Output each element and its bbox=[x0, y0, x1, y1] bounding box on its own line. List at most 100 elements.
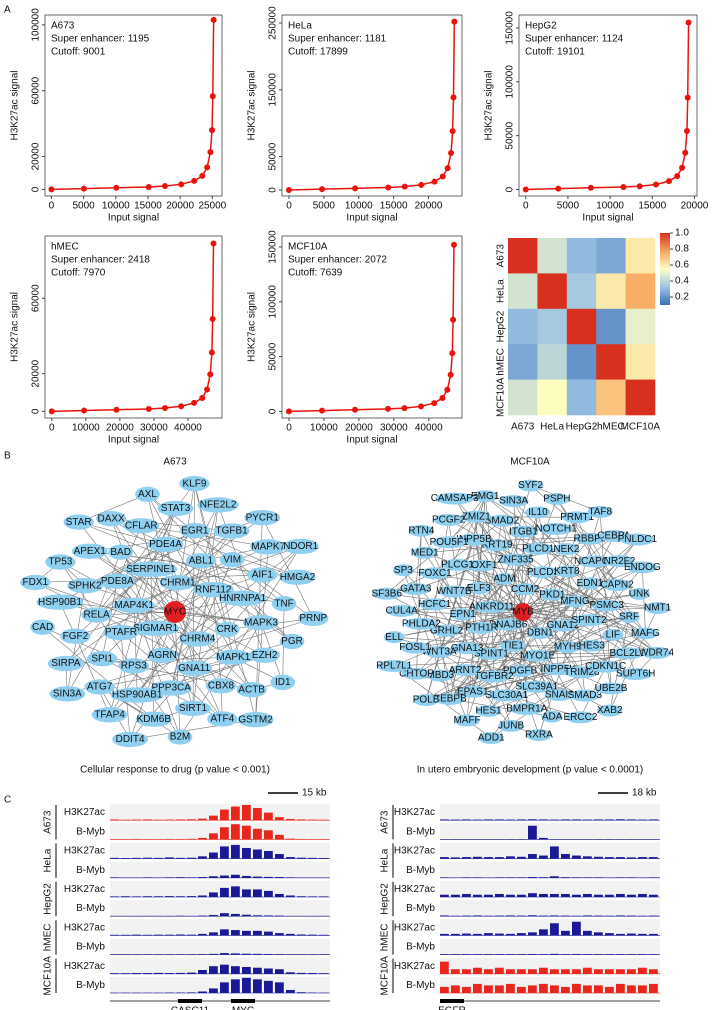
signal-bar bbox=[550, 819, 559, 821]
node bbox=[205, 678, 237, 694]
heat-cell bbox=[625, 308, 656, 345]
track-bg bbox=[440, 804, 660, 822]
signal-bar bbox=[176, 972, 185, 974]
signal-bar bbox=[176, 877, 185, 878]
signal-bar bbox=[264, 980, 273, 993]
signal-bar bbox=[264, 953, 273, 955]
node bbox=[215, 649, 252, 665]
point bbox=[208, 349, 215, 356]
edge bbox=[394, 611, 524, 638]
signal-bar bbox=[649, 894, 658, 897]
node-label: TP53 bbox=[48, 557, 72, 568]
edge bbox=[174, 611, 181, 737]
signal-bar bbox=[528, 915, 537, 917]
node-label: RNF112 bbox=[195, 584, 232, 595]
x-tick-label: 0 bbox=[286, 201, 292, 212]
node-label: PDE4A bbox=[149, 539, 182, 550]
point bbox=[210, 240, 217, 247]
signal-bar bbox=[110, 896, 119, 897]
node bbox=[237, 712, 274, 728]
node-label: MAFF bbox=[453, 715, 480, 726]
node-label: MAPK7 bbox=[251, 542, 285, 553]
node-label: PHLDA2 bbox=[402, 618, 441, 629]
node-label: PLCD1 bbox=[522, 544, 555, 555]
track-bg bbox=[440, 880, 660, 898]
signal-bar bbox=[110, 857, 119, 859]
signal-bar bbox=[286, 895, 295, 897]
point bbox=[204, 386, 211, 393]
node-label: TFAP4 bbox=[94, 709, 125, 720]
x-tick-label: 0 bbox=[49, 423, 55, 434]
x-tick-label: 20000 bbox=[166, 201, 194, 212]
signal-bar bbox=[616, 857, 625, 859]
edge bbox=[120, 632, 131, 740]
node bbox=[604, 555, 635, 568]
signal-bar bbox=[484, 894, 493, 897]
point bbox=[674, 173, 681, 180]
signal-bar bbox=[517, 894, 526, 897]
node-label: TNF bbox=[274, 598, 293, 609]
signal-bar bbox=[638, 819, 647, 821]
node-label: KLF9 bbox=[182, 478, 206, 489]
signal-bar bbox=[616, 819, 625, 821]
signal-bar bbox=[594, 856, 603, 859]
node bbox=[472, 490, 498, 503]
edge bbox=[78, 521, 285, 604]
signal-bar bbox=[176, 934, 185, 936]
node bbox=[124, 561, 178, 577]
signal-bar bbox=[616, 893, 625, 897]
node-label: PRMT1 bbox=[560, 512, 594, 523]
edge bbox=[513, 500, 539, 550]
signal-bar bbox=[242, 977, 251, 993]
node bbox=[401, 667, 432, 680]
y-axis-label: H3K27ac signal bbox=[247, 292, 258, 362]
node bbox=[219, 590, 267, 606]
signal-bar bbox=[198, 837, 207, 840]
signal-bar bbox=[528, 932, 537, 936]
signal-bar bbox=[209, 892, 218, 897]
node bbox=[419, 598, 450, 611]
heat-cell bbox=[596, 379, 626, 416]
node bbox=[386, 604, 417, 617]
cell-line-label: MCF10A bbox=[380, 956, 391, 996]
signal-bar bbox=[462, 915, 471, 917]
signal-bar bbox=[231, 844, 240, 859]
signal-bar bbox=[253, 979, 262, 993]
node bbox=[167, 729, 193, 745]
signal-bar bbox=[605, 894, 614, 897]
signal-bar bbox=[132, 973, 141, 974]
point bbox=[80, 185, 87, 192]
node bbox=[236, 682, 267, 698]
node bbox=[147, 536, 184, 553]
cell-line-label: HepG2 bbox=[380, 883, 391, 915]
signal-bar bbox=[627, 819, 636, 821]
node-label: APEX1 bbox=[74, 546, 107, 557]
point bbox=[439, 395, 446, 402]
scale-bar-label: 15 kb bbox=[302, 788, 327, 799]
signal-bar bbox=[473, 856, 482, 859]
point bbox=[199, 395, 206, 402]
point bbox=[209, 127, 216, 134]
signal-bar bbox=[462, 893, 471, 897]
node-label: TAF8 bbox=[588, 507, 612, 518]
node bbox=[493, 572, 515, 585]
signal-bar bbox=[495, 893, 504, 897]
signal-bar bbox=[539, 983, 548, 993]
signal-bar bbox=[187, 896, 196, 897]
signal-bar bbox=[528, 969, 537, 974]
node-label: DDIT4 bbox=[116, 734, 145, 745]
point bbox=[555, 185, 562, 192]
signal-bar bbox=[605, 857, 614, 859]
x-tick-label: 15000 bbox=[380, 201, 408, 212]
node-label: CEBPA bbox=[597, 531, 630, 542]
node-label: SMAD3 bbox=[568, 690, 603, 701]
signal-bar bbox=[473, 915, 482, 917]
edge bbox=[194, 622, 262, 669]
signal-bar bbox=[451, 933, 460, 936]
node bbox=[517, 479, 544, 492]
signal-bar bbox=[231, 886, 240, 897]
node-label: CRK bbox=[217, 624, 238, 635]
node bbox=[179, 631, 216, 647]
signal-bar bbox=[253, 953, 262, 955]
signal-bar bbox=[154, 934, 163, 936]
